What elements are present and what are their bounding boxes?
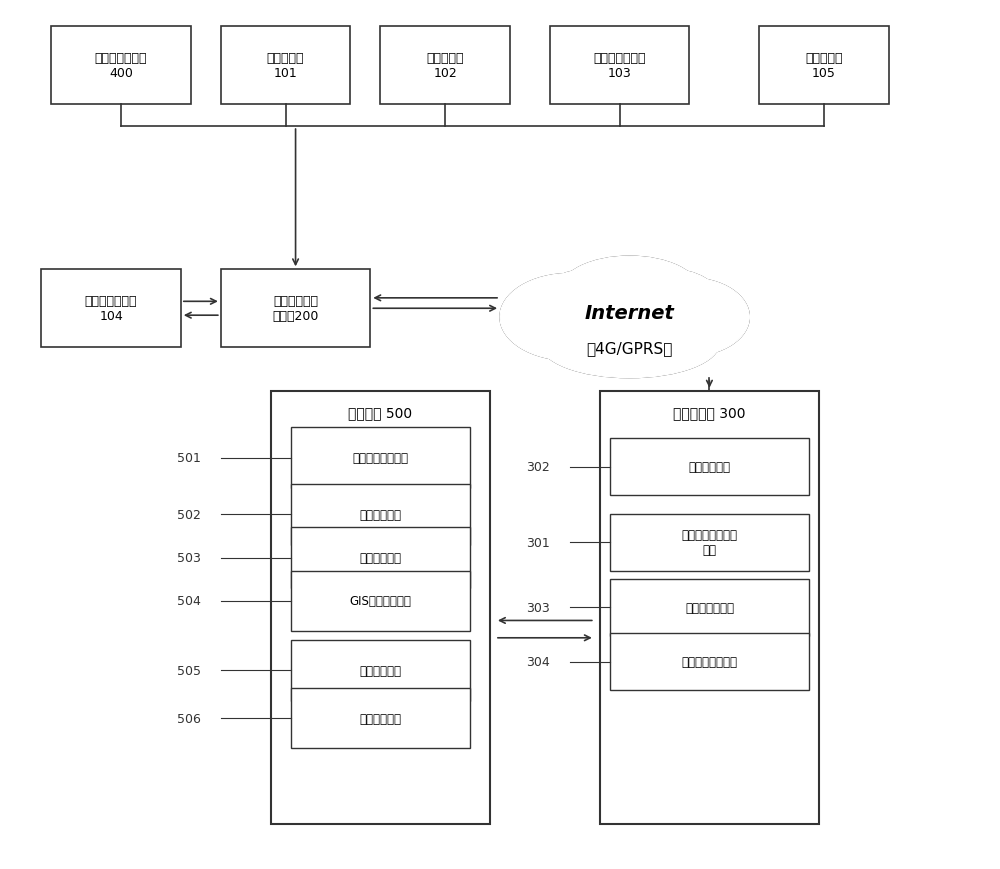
FancyBboxPatch shape bbox=[550, 28, 689, 105]
Text: 506: 506 bbox=[177, 712, 201, 725]
Text: 隐患管理单元: 隐患管理单元 bbox=[359, 712, 401, 725]
Text: 302: 302 bbox=[526, 461, 550, 474]
Text: 安全用电监控
探测器200: 安全用电监控 探测器200 bbox=[272, 295, 319, 323]
FancyBboxPatch shape bbox=[291, 484, 470, 545]
Ellipse shape bbox=[620, 270, 719, 330]
Ellipse shape bbox=[540, 308, 719, 378]
Ellipse shape bbox=[630, 279, 749, 356]
Text: 巡检管理单元: 巡检管理单元 bbox=[359, 552, 401, 565]
Text: 503: 503 bbox=[177, 552, 201, 565]
FancyBboxPatch shape bbox=[380, 28, 510, 105]
Text: 实时监测单元: 实时监测单元 bbox=[359, 664, 401, 677]
Ellipse shape bbox=[500, 275, 640, 361]
Text: GIS信息展示单元: GIS信息展示单元 bbox=[349, 594, 411, 607]
Text: 502: 502 bbox=[177, 508, 201, 521]
Text: 工单管理单元: 工单管理单元 bbox=[359, 508, 401, 521]
Text: 301: 301 bbox=[526, 536, 550, 549]
Text: 温度传感器
102: 温度传感器 102 bbox=[426, 52, 464, 80]
Ellipse shape bbox=[500, 275, 640, 361]
Text: 505: 505 bbox=[177, 664, 201, 677]
FancyBboxPatch shape bbox=[271, 391, 490, 825]
FancyBboxPatch shape bbox=[291, 571, 470, 632]
Text: 304: 304 bbox=[526, 655, 550, 668]
Text: 剩余电流互感器
103: 剩余电流互感器 103 bbox=[593, 52, 646, 80]
FancyBboxPatch shape bbox=[610, 514, 809, 571]
Text: 303: 303 bbox=[526, 601, 550, 614]
FancyBboxPatch shape bbox=[759, 28, 889, 105]
Ellipse shape bbox=[560, 257, 699, 326]
Text: 故障电弧探测器
104: 故障电弧探测器 104 bbox=[85, 295, 137, 323]
Text: 自动倒闸控制器
400: 自动倒闸控制器 400 bbox=[95, 52, 147, 80]
FancyBboxPatch shape bbox=[600, 391, 819, 825]
Ellipse shape bbox=[620, 270, 719, 330]
FancyBboxPatch shape bbox=[51, 28, 191, 105]
FancyBboxPatch shape bbox=[291, 640, 470, 701]
FancyBboxPatch shape bbox=[221, 270, 370, 348]
Text: 501: 501 bbox=[177, 452, 201, 465]
Ellipse shape bbox=[560, 257, 699, 326]
FancyBboxPatch shape bbox=[41, 270, 181, 348]
FancyBboxPatch shape bbox=[610, 634, 809, 690]
Text: 指挥联动管理单元: 指挥联动管理单元 bbox=[681, 655, 737, 668]
Ellipse shape bbox=[540, 270, 640, 330]
FancyBboxPatch shape bbox=[291, 428, 470, 488]
Text: 智能终端 500: 智能终端 500 bbox=[348, 406, 412, 420]
FancyBboxPatch shape bbox=[291, 688, 470, 748]
Text: 监管云平台 300: 监管云平台 300 bbox=[673, 406, 746, 420]
Text: 联动展示单元: 联动展示单元 bbox=[688, 461, 730, 474]
Text: 云坐席管理单元: 云坐席管理单元 bbox=[685, 601, 734, 614]
Ellipse shape bbox=[540, 308, 719, 378]
Text: （4G/GPRS）: （4G/GPRS） bbox=[586, 341, 673, 355]
Text: 综合数据统计分析
单元: 综合数据统计分析 单元 bbox=[681, 529, 737, 557]
Text: 504: 504 bbox=[177, 594, 201, 607]
FancyBboxPatch shape bbox=[221, 28, 350, 105]
Text: 电流互感器
105: 电流互感器 105 bbox=[805, 52, 843, 80]
Ellipse shape bbox=[630, 279, 749, 356]
Ellipse shape bbox=[540, 270, 640, 330]
Text: 烟感探测器
101: 烟感探测器 101 bbox=[267, 52, 304, 80]
FancyBboxPatch shape bbox=[291, 527, 470, 588]
FancyBboxPatch shape bbox=[610, 439, 809, 495]
Text: Internet: Internet bbox=[585, 304, 675, 322]
FancyBboxPatch shape bbox=[610, 580, 809, 636]
Text: 统计分析展示单元: 统计分析展示单元 bbox=[352, 452, 408, 465]
